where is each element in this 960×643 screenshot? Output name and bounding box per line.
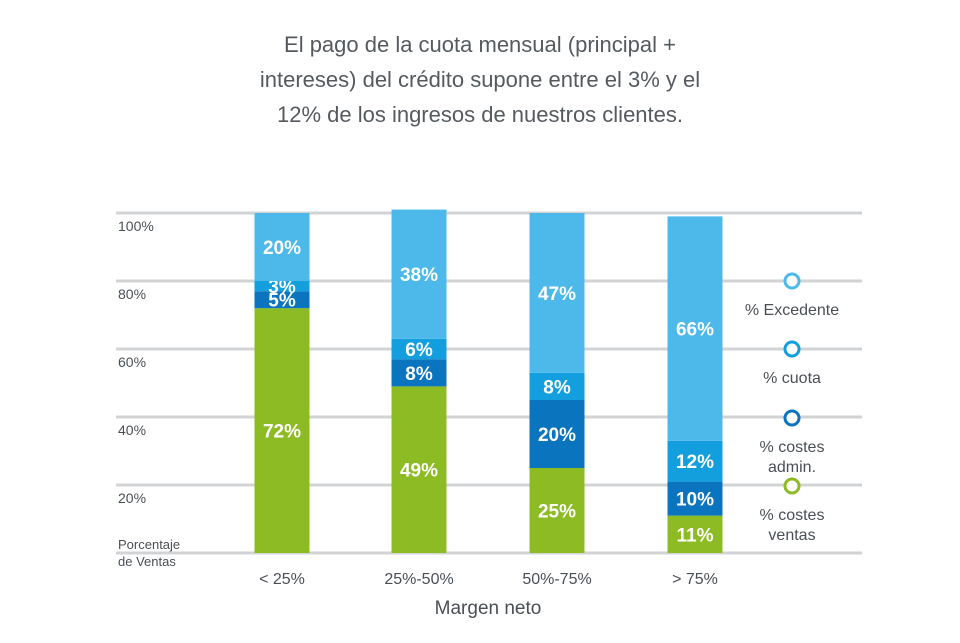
legend-label-3-2: admin. xyxy=(768,459,816,476)
bar-segment-2-3 xyxy=(391,338,447,360)
y-tick-label-40: 40% xyxy=(118,422,146,438)
bar-segment-3-3 xyxy=(529,372,585,400)
y-axis-label-line-1: Porcentaje xyxy=(118,537,180,552)
x-axis-label: Margen neto xyxy=(435,598,542,619)
bar-segment-1-3 xyxy=(254,281,310,292)
bar-segment-3-2 xyxy=(529,400,585,468)
y-tick-label-80: 80% xyxy=(118,286,146,302)
data-label-1-4: 20% xyxy=(263,238,301,259)
data-label-4-4: 66% xyxy=(676,320,714,341)
bar-segment-2-4 xyxy=(391,209,447,339)
y-tick-label-60: 60% xyxy=(118,354,146,370)
legend-marker-2 xyxy=(783,340,801,358)
x-tick-label-3: 50%-75% xyxy=(522,571,591,588)
legend-label-1-1: % Excedente xyxy=(745,302,839,319)
legend-marker-1 xyxy=(783,272,801,290)
data-label-4-1: 11% xyxy=(677,525,714,546)
y-axis-label-line-2: de Ventas xyxy=(118,554,176,569)
x-tick-label-4: > 75% xyxy=(672,571,718,588)
chart-title: El pago de la cuota mensual (principal +… xyxy=(0,27,960,132)
data-label-2-4: 38% xyxy=(400,265,438,286)
data-label-2-2: 8% xyxy=(405,364,433,385)
bar-segment-2-1 xyxy=(391,386,447,553)
data-label-1-1: 72% xyxy=(263,422,301,443)
bar-segment-3-1 xyxy=(529,468,585,553)
data-label-2-1: 49% xyxy=(400,461,438,482)
y-tick-label-20: 20% xyxy=(118,490,146,506)
bar-segment-4-3 xyxy=(667,440,723,482)
x-tick-label-1: < 25% xyxy=(259,571,305,588)
bar-segment-2-2 xyxy=(391,359,447,387)
data-label-3-1: 25% xyxy=(538,502,576,523)
legend-marker-3 xyxy=(783,409,801,427)
bar-segment-1-2 xyxy=(254,291,310,309)
data-label-3-2: 20% xyxy=(538,425,576,446)
legend-label-4-1: % costes xyxy=(760,507,825,524)
legend-label-4-2: ventas xyxy=(768,527,815,544)
legend-marker-4 xyxy=(783,477,801,495)
bar-segment-4-2 xyxy=(667,481,723,516)
bar-segment-3-4 xyxy=(529,213,585,373)
data-label-1-2: 5% xyxy=(268,291,296,312)
chart-title-line-2: intereses) del crédito supone entre el 3… xyxy=(259,67,701,92)
data-label-3-4: 47% xyxy=(538,284,576,305)
data-label-3-3: 8% xyxy=(543,377,571,398)
chart-title-line-1: El pago de la cuota mensual (principal + xyxy=(284,32,676,57)
data-label-1-3: 3% xyxy=(268,277,296,298)
data-label-4-3: 12% xyxy=(676,452,714,473)
data-label-2-3: 6% xyxy=(405,340,433,361)
data-label-4-2: 10% xyxy=(676,490,714,511)
y-tick-label-100: 100% xyxy=(118,218,154,234)
x-tick-label-2: 25%-50% xyxy=(384,571,453,588)
bar-segment-4-1 xyxy=(667,515,723,553)
chart-title-line-3: 12% de los ingresos de nuestros clientes… xyxy=(276,102,683,127)
bar-segment-4-4 xyxy=(667,216,723,441)
bar-segment-1-1 xyxy=(254,308,310,553)
legend-label-2-1: % cuota xyxy=(763,370,821,387)
legend-label-3-1: % costes xyxy=(760,439,825,456)
bar-segment-1-4 xyxy=(254,213,310,281)
